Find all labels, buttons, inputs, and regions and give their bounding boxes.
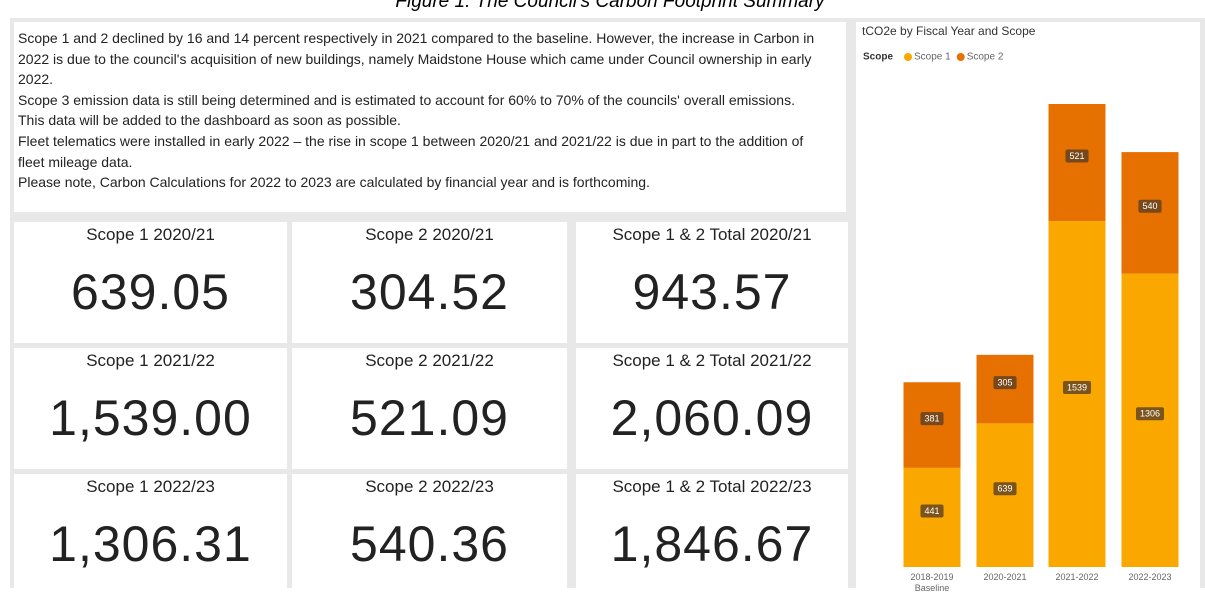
data-label: 521 (1069, 151, 1084, 161)
bar-segment (903, 467, 961, 567)
note-text: Scope 1 and 2 declined by 16 and 14 perc… (18, 30, 815, 88)
kpi-card: Scope 2 2020/21 304.52 (292, 222, 567, 343)
kpi-label: Scope 1 2020/21 (86, 225, 215, 244)
kpi-label: Scope 1 2022/23 (86, 477, 215, 496)
kpi-card: Scope 1 & 2 Total 2022/23 1,846.67 (576, 474, 848, 588)
kpi-value: 1,306.31 (49, 516, 252, 572)
chart: tCO2e by Fiscal Year and Scope Scope Sco… (862, 24, 1179, 567)
kpi-card: Scope 1 & 2 Total 2020/21 943.57 (576, 222, 848, 343)
legend-swatch (904, 53, 912, 61)
x-tick-label: 2022-2023 (1128, 572, 1172, 582)
data-label: 1539 (1067, 382, 1087, 392)
kpi-label: Scope 1 2021/22 (86, 351, 215, 370)
x-tick-label: 2020-2021 (983, 572, 1027, 582)
figure-title: Figure 1: The Council's Carbon Footprint… (395, 0, 825, 12)
data-label-box (1062, 381, 1092, 395)
kpi-card: Scope 1 & 2 Total 2021/22 2,060.09 (576, 348, 848, 469)
data-label-box (1135, 407, 1165, 421)
kpi-label: Scope 2 2021/22 (365, 351, 494, 370)
kpi-value: 1,846.67 (610, 516, 814, 572)
notes-panel: Scope 1 and 2 declined by 16 and 14 perc… (14, 22, 846, 212)
data-label: 540 (1142, 201, 1157, 211)
data-label-box (1065, 149, 1089, 163)
kpi-card: Scope 1 2022/23 1,306.31 (14, 474, 287, 588)
kpi-label: Scope 2 2020/21 (365, 225, 494, 244)
kpi-card: Scope 1 2021/22 1,539.00 (14, 348, 287, 469)
x-tick-label: 2021-2022 (1055, 572, 1099, 582)
data-label-box (920, 412, 944, 426)
kpi-value: 2,060.09 (610, 390, 814, 446)
data-label: 1306 (1140, 409, 1160, 419)
note-text: Please note, Carbon Calculations for 202… (18, 174, 650, 191)
data-label: 639 (997, 484, 1012, 494)
data-label-box (920, 504, 944, 518)
note-text: Fleet telematics were installed in early… (18, 132, 804, 170)
kpi-card: Scope 1 2020/21 639.05 (14, 222, 287, 343)
kpi-label: Scope 2 2022/23 (365, 477, 494, 496)
data-label-box (993, 482, 1017, 496)
chart-title: tCO2e by Fiscal Year and Scope (862, 24, 1036, 38)
kpi-value: 521.09 (350, 390, 509, 446)
kpi-label: Scope 1 & 2 Total 2020/21 (612, 225, 812, 244)
kpi-card: Scope 2 2022/23 540.36 (292, 474, 567, 588)
legend-swatch (956, 53, 965, 61)
kpi-label: Scope 1 & 2 Total 2021/22 (612, 351, 812, 370)
chart-panel: tCO2e by Fiscal Year and Scope Scope Sco… (856, 22, 1200, 593)
data-label: 441 (924, 506, 939, 516)
kpi-value: 943.57 (632, 264, 792, 320)
data-label: 381 (924, 413, 939, 423)
kpi-card: Scope 2 2021/22 521.09 (292, 348, 567, 469)
kpi-value: 304.52 (350, 264, 509, 320)
data-label-box (993, 376, 1017, 390)
kpi-value: 540.36 (350, 516, 509, 572)
legend-label: Scope 2 (967, 52, 1004, 63)
kpi-label: Scope 1 & 2 Total 2022/23 (612, 477, 812, 496)
data-label-box (1138, 199, 1162, 213)
legend-label: Scope 1 (914, 52, 951, 63)
legend-title: Scope (863, 52, 893, 63)
kpi-value: 639.05 (71, 264, 230, 320)
data-label: 305 (997, 377, 1012, 387)
x-tick-label: 2018-2019 Baseline (910, 572, 954, 593)
kpi-value: 1,539.00 (49, 390, 252, 446)
note-text: Scope 3 emission data is still being det… (18, 91, 795, 129)
